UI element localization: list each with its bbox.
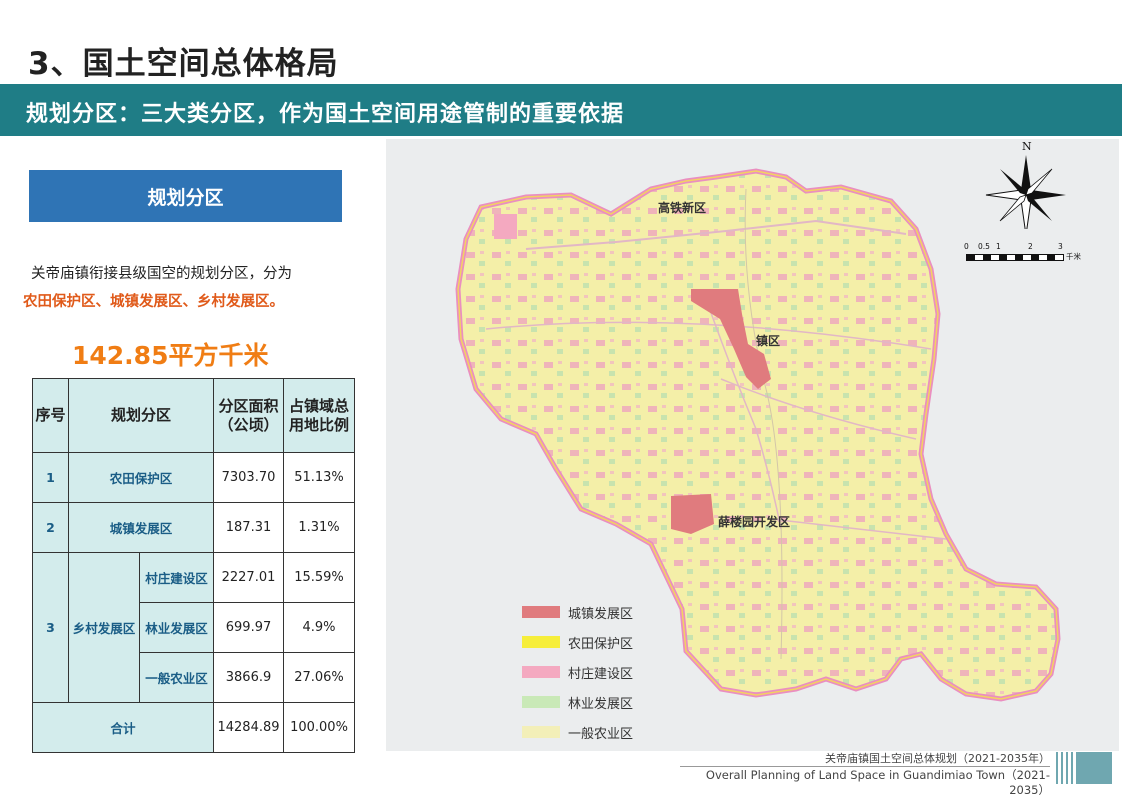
scale-tick: 2 — [1028, 242, 1033, 251]
header-area: 分区面积（公顷） — [213, 378, 284, 453]
subzone-ratio: 15.59% — [283, 552, 355, 603]
footer-cn: 关帝庙镇国土空间总体规划（2021-2035年） — [825, 752, 1050, 765]
row-zone: 农田保护区 — [68, 452, 214, 503]
total-area-value: 14284.89 — [213, 702, 284, 753]
scale-tick: 0.5 — [978, 242, 990, 251]
map-label-xuelouyuan: 薛楼园开发区 — [718, 515, 791, 529]
row-area: 187.31 — [213, 502, 284, 553]
description-line-1: 关帝庙镇衔接县级国空的规划分区，分为 — [31, 266, 292, 282]
legend-item: 林业发展区 — [522, 693, 682, 712]
page-title: 3、国土空间总体格局 — [28, 46, 339, 82]
total-label: 合计 — [32, 702, 214, 753]
scale-tick: 3 — [1058, 242, 1063, 251]
row-zone: 城镇发展区 — [68, 502, 214, 553]
total-area: 142.85平方千米 — [72, 341, 269, 370]
scale-bar: 0 0.5 1 2 3 千米 — [964, 242, 1084, 264]
north-arrow-icon: N — [985, 140, 1066, 229]
footer-box — [1076, 752, 1112, 784]
header-zone: 规划分区 — [68, 378, 214, 453]
subzone-ratio: 4.9% — [283, 602, 355, 653]
subzone-name: 一般农业区 — [139, 652, 214, 703]
gaotie-zone-block — [494, 214, 517, 239]
legend-item: 村庄建设区 — [522, 663, 682, 682]
map-label-zhenqu: 镇区 — [756, 334, 781, 348]
scale-tick: 0 — [964, 242, 969, 251]
zoning-map: 高铁新区 镇区 薛楼园开发区 N 0 0.5 1 2 3 千米 城镇发展区 — [386, 139, 1119, 751]
legend-item: 城镇发展区 — [522, 603, 682, 622]
table-row: 林业发展区 699.97 4.9% — [33, 602, 355, 653]
legend-item: 一般农业区 — [522, 723, 682, 742]
subzone-area: 699.97 — [213, 602, 284, 653]
row-ratio: 1.31% — [283, 502, 355, 553]
total-ratio-value: 100.00% — [283, 702, 355, 753]
banner-text: 规划分区：三大类分区，作为国土空间用途管制的重要依据 — [26, 102, 625, 127]
row-index: 1 — [32, 452, 69, 503]
legend-item: 农田保护区 — [522, 633, 682, 652]
map-graphic — [455, 168, 1061, 702]
subzone-name: 林业发展区 — [139, 602, 214, 653]
table-total-row: 合计 14284.89 100.00% — [32, 702, 355, 753]
description: 关帝庙镇衔接县级国空的规划分区，分为 农田保护区、城镇发展区、乡村发展区。 — [23, 260, 369, 316]
row-zone: 乡村发展区 — [68, 552, 140, 703]
row-area: 7303.70 — [213, 452, 284, 503]
subzone-name: 村庄建设区 — [139, 552, 214, 603]
table-row: 一般农业区 3866.9 27.06% — [33, 652, 355, 703]
scale-tick: 1 — [996, 242, 1001, 251]
header-ratio: 占镇域总用地比例 — [283, 378, 355, 453]
scale-unit: 千米 — [1066, 252, 1081, 261]
table-row: 3 乡村发展区 村庄建设区 2227.01 15.59% — [32, 552, 355, 703]
section-label-box: 规划分区 — [29, 170, 342, 222]
header-index: 序号 — [32, 378, 69, 453]
town-center-zone — [691, 289, 771, 389]
footer: 关帝庙镇国土空间总体规划（2021-2035年） Overall Plannin… — [680, 752, 1050, 798]
zone-table: 序号 规划分区 分区面积（公顷） 占镇域总用地比例 1 农田保护区 7303.7… — [32, 378, 355, 753]
subzone-ratio: 27.06% — [283, 652, 355, 703]
subzone-area: 2227.01 — [213, 552, 284, 603]
section-banner: 规划分区：三大类分区，作为国土空间用途管制的重要依据 — [0, 84, 1122, 136]
north-label: N — [1022, 140, 1032, 153]
subzone-area: 3866.9 — [213, 652, 284, 703]
description-line-2: 农田保护区、城镇发展区、乡村发展区。 — [23, 294, 284, 310]
row-ratio: 51.13% — [283, 452, 355, 503]
table-row: 1 农田保护区 7303.70 51.13% — [32, 452, 355, 503]
row-index: 3 — [32, 552, 69, 703]
xuelouyuan-zone — [671, 494, 714, 534]
map-label-gaotie: 高铁新区 — [658, 201, 707, 215]
table-row: 2 城镇发展区 187.31 1.31% — [32, 502, 355, 553]
footer-en: Overall Planning of Land Space in Guandi… — [680, 766, 1050, 798]
row-index: 2 — [32, 502, 69, 553]
